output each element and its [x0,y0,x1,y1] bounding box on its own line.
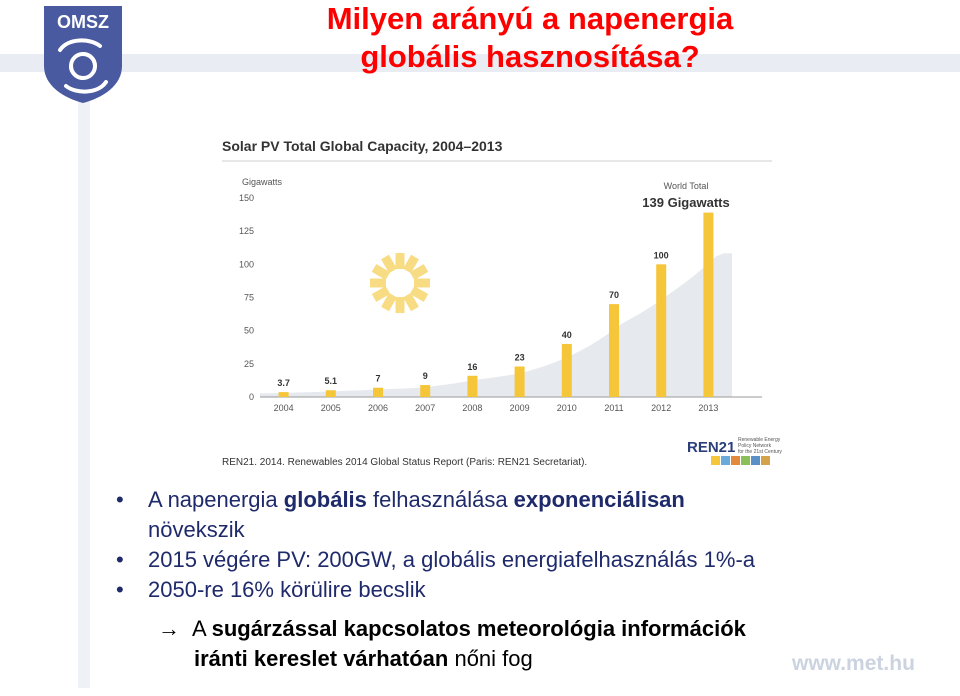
x-tick-label: 2009 [510,403,530,413]
bar-2012 [656,264,667,397]
y-tick-label: 0 [249,392,254,402]
sun-ray [371,264,391,280]
bullet-text: 2015 végére PV: 200GW, a globális energi… [148,547,756,572]
bar-2004 [278,392,289,397]
ren21-tagline: for the 21st Century [738,449,782,455]
omsz-logo: OMSZ [44,6,122,103]
sun-ray [381,254,397,274]
bullet-dot-icon: • [116,547,124,572]
x-tick-label: 2010 [557,403,577,413]
y-tick-label: 25 [244,359,254,369]
bullet-item: növekszik [112,515,942,545]
decorative-top-band [0,54,960,72]
conclusion-rest: nőni fog [448,646,533,671]
y-tick-label: 100 [239,259,254,269]
bullet-item: • 2015 végére PV: 200GW, a globális energ… [112,545,942,575]
cyclone-icon [58,38,108,94]
bar-value-label: 5.1 [325,376,338,386]
conclusion-bold-2: iránti kereslet várhatóan [194,646,449,671]
bar-value-label: 100 [654,250,669,260]
bar-value-label: 3.7 [277,378,290,388]
bullet-list: • A napenergia globális felhasználása exp… [112,485,942,605]
x-tick-label: 2011 [604,403,623,413]
bar-2009 [514,366,525,397]
x-tick-label: 2006 [368,403,388,413]
bar-value-label: 40 [562,330,572,340]
bar-2007 [420,385,431,397]
bar-value-label: 70 [609,290,619,300]
bar-2013 [703,212,714,397]
ren21-tagline: Renewable Energy [738,437,781,443]
bullet-text: globális [283,487,367,512]
y-tick-label: 75 [244,293,254,303]
x-tick-label: 2007 [415,403,435,413]
ren21-energy-icon [711,456,720,465]
ren21-energy-icon [741,456,750,465]
ren21-energy-icon [751,456,760,465]
ren21-energy-icon [761,456,770,465]
ren21-energy-icon [731,456,740,465]
y-axis-label: Gigawatts [242,177,283,187]
solar-pv-chart: Solar PV Total Global Capacity, 2004–201… [172,105,794,478]
bullet-text: A napenergia [148,487,284,512]
y-tick-label: 125 [239,226,254,236]
ren21-logo: REN21 [687,439,735,456]
bar-value-label: 9 [423,371,428,381]
callout-line2: 139 Gigawatts [642,195,729,210]
conclusion: → A sugárzással kapcsolatos meteorológia … [158,614,918,674]
sun-ray [371,286,391,302]
slide-title-line1: Milyen arányú a napenergia [326,1,734,36]
bar-2006 [373,387,383,397]
bullet-text: exponenciálisan [513,487,685,512]
chart-source: REN21. 2014. Renewables 2014 Global Stat… [222,457,587,468]
bar-2008 [467,375,478,397]
x-tick-label: 2008 [462,403,482,413]
sun-icon [370,253,430,313]
bullet-text: növekszik [148,517,245,542]
slide-title: Milyen arányú a napenergia globális hasz… [230,0,830,76]
arrow-right-icon: → [158,616,180,641]
bar-2011 [609,304,619,397]
chart-svg: Solar PV Total Global Capacity, 2004–201… [222,138,782,468]
sun-ray [409,264,429,280]
bullet-item: • A napenergia globális felhasználása exp… [112,485,942,515]
ren21-tagline: Policy Network [738,443,772,449]
ren21-energy-icon [721,456,730,465]
slide-title-line2: globális hasznosítása? [360,39,700,74]
sun-ray [403,292,419,312]
x-tick-label: 2012 [651,403,671,413]
conclusion-prefix: A [192,616,212,641]
callout-line1: World Total [664,181,709,191]
logo-text: OMSZ [57,12,109,32]
bar-value-label: 23 [515,352,525,362]
bullet-item: • 2050-re 16% körülire becslik [112,575,942,605]
footer-url: www.met.hu [792,652,915,675]
x-tick-label: 2005 [321,403,341,413]
bullet-text: felhasználása [366,487,514,512]
bar-2010 [561,343,572,397]
bar-value-label: 16 [467,362,477,372]
x-tick-label: 2004 [274,403,294,413]
bullet-dot-icon: • [116,577,124,602]
chart-title: Solar PV Total Global Capacity, 2004–201… [222,138,503,154]
y-tick-label: 150 [239,193,254,203]
bullet-text: 2050-re 16% körülire becslik [148,577,426,602]
bar-value-label: 7 [375,374,380,384]
conclusion-bold-1: sugárzással kapcsolatos meteorológia inf… [211,616,746,641]
sun-ray [409,286,429,302]
sun-ray [381,292,397,312]
y-tick-label: 50 [244,326,254,336]
decorative-left-band [78,88,90,688]
bar-2005 [325,390,336,397]
x-tick-label: 2013 [698,403,718,413]
bullet-dot-icon: • [116,487,124,512]
sun-ray [403,254,419,274]
